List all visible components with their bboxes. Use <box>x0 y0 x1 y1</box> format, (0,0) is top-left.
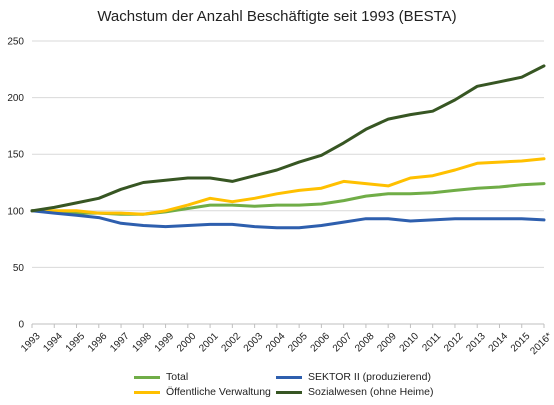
y-tick-label: 150 <box>7 150 24 161</box>
x-tick-label: 2014 <box>487 331 511 355</box>
x-tick-label: 1993 <box>19 331 43 355</box>
x-tick-label: 1997 <box>108 331 132 355</box>
x-tick-label: 2012 <box>442 331 466 355</box>
x-tick-label: 1996 <box>86 331 110 355</box>
x-tick-label: 1995 <box>64 331 88 355</box>
axes <box>31 323 545 328</box>
x-tick-label: 2009 <box>375 331 399 355</box>
x-tick-label: 2005 <box>286 331 310 355</box>
y-tick-label: 50 <box>13 263 25 274</box>
x-tick-label: 1998 <box>130 331 154 355</box>
x-tick-label: 2002 <box>219 331 243 355</box>
y-tick-label: 0 <box>18 320 24 331</box>
y-tick-label: 100 <box>7 206 24 217</box>
x-tick-label: 1994 <box>41 331 65 355</box>
x-tick-label: 2000 <box>175 331 199 355</box>
series-line-sozialwesen-ohne-heime <box>30 64 546 213</box>
x-tick-label: 2008 <box>353 331 377 355</box>
gridlines <box>32 40 544 268</box>
x-tick-label: 2016* <box>528 331 554 357</box>
y-tick-labels: 0 50 100 150 200 250 <box>7 37 24 331</box>
x-tick-label: 2010 <box>398 331 422 355</box>
series-line-sektor-ii-produzierend <box>30 209 546 230</box>
x-tick-label: 1999 <box>153 331 177 355</box>
x-tick-label: 2013 <box>464 331 488 355</box>
x-tick-label: 2001 <box>197 331 221 355</box>
x-tick-label: 2006 <box>309 331 333 355</box>
chart-title: Wachstum der Anzahl Beschäftigte seit 19… <box>97 8 457 25</box>
x-tick-label: 2011 <box>420 331 443 354</box>
series-line-ffentliche-verwaltung <box>30 157 546 216</box>
y-tick-label: 200 <box>7 93 24 104</box>
series-line-total <box>30 182 546 216</box>
x-tick-label: 2003 <box>242 331 266 355</box>
x-tick-label: 2007 <box>331 331 355 355</box>
x-tick-label: 2004 <box>264 331 288 355</box>
y-tick-label: 250 <box>7 37 24 48</box>
x-tick-labels: 1993199419951996199719981999200020012002… <box>19 331 554 358</box>
series-lines <box>30 64 546 230</box>
